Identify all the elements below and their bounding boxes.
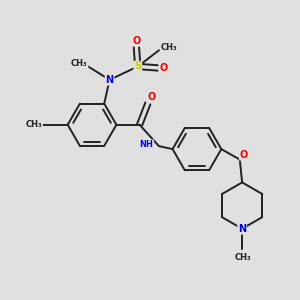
Text: NH: NH bbox=[140, 140, 153, 149]
Text: CH₃: CH₃ bbox=[234, 253, 251, 262]
Text: CH₃: CH₃ bbox=[160, 43, 177, 52]
Text: O: O bbox=[240, 150, 248, 160]
Text: N: N bbox=[106, 75, 114, 85]
Text: CH₃: CH₃ bbox=[26, 120, 42, 129]
Text: O: O bbox=[147, 92, 156, 102]
Text: CH₃: CH₃ bbox=[71, 59, 88, 68]
Text: O: O bbox=[159, 63, 167, 73]
Text: S: S bbox=[134, 61, 141, 71]
Text: O: O bbox=[132, 36, 140, 46]
Text: N: N bbox=[238, 224, 246, 234]
